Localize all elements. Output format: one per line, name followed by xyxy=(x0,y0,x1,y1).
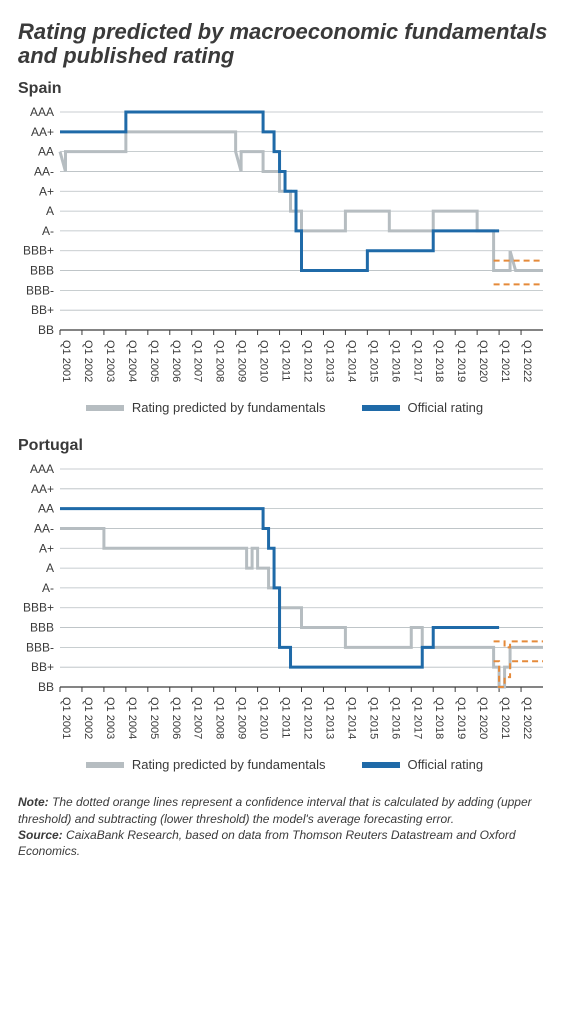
x-axis-label: Q1 2013 xyxy=(323,340,335,382)
x-axis-label: Q1 2009 xyxy=(236,697,248,739)
x-axis-label: Q1 2017 xyxy=(411,697,423,739)
legend-predicted-swatch xyxy=(86,762,124,768)
x-axis-label: Q1 2019 xyxy=(455,697,467,739)
x-axis-label: Q1 2021 xyxy=(499,340,511,382)
y-axis-label: A xyxy=(46,561,54,575)
x-axis-label: Q1 2012 xyxy=(302,697,314,739)
x-axis-label: Q1 2006 xyxy=(170,340,182,382)
y-axis-label: BBB- xyxy=(26,641,54,655)
x-axis-label: Q1 2002 xyxy=(82,697,94,739)
x-axis-label: Q1 2016 xyxy=(389,340,401,382)
legend-predicted-label: Rating predicted by fundamentals xyxy=(132,757,326,772)
legend: Rating predicted by fundamentals Official… xyxy=(18,757,551,772)
legend-predicted: Rating predicted by fundamentals xyxy=(86,757,326,772)
legend: Rating predicted by fundamentals Official… xyxy=(18,400,551,415)
source-text: CaixaBank Research, based on data from T… xyxy=(18,828,516,858)
footnote: Note: The dotted orange lines represent … xyxy=(18,794,551,859)
x-axis-label: Q1 2006 xyxy=(170,697,182,739)
x-axis-label: Q1 2022 xyxy=(521,340,533,382)
x-axis-label: Q1 2014 xyxy=(345,340,357,382)
x-axis-label: Q1 2010 xyxy=(258,340,270,382)
legend-official: Official rating xyxy=(362,757,484,772)
x-axis-label: Q1 2017 xyxy=(411,340,423,382)
x-axis-label: Q1 2013 xyxy=(323,697,335,739)
x-axis-label: Q1 2001 xyxy=(60,697,72,739)
legend-official: Official rating xyxy=(362,400,484,415)
legend-predicted-swatch xyxy=(86,405,124,411)
y-axis-label: BBB+ xyxy=(23,601,54,615)
x-axis-label: Q1 2011 xyxy=(280,697,292,738)
ci-lower xyxy=(494,662,543,688)
y-axis-label: BBB xyxy=(30,621,54,635)
y-axis-label: BBB+ xyxy=(23,244,54,258)
y-axis-label: BB xyxy=(38,680,54,694)
x-axis-label: Q1 2007 xyxy=(192,697,204,739)
y-axis-label: AAA xyxy=(30,105,54,119)
x-axis-label: Q1 2007 xyxy=(192,340,204,382)
charts-container: SpainAAAAA+AAAA-A+AA-BBB+BBBBBB-BB+BBQ1 … xyxy=(18,80,551,772)
x-axis-label: Q1 2003 xyxy=(104,697,116,739)
x-axis-label: Q1 2020 xyxy=(477,340,489,382)
x-axis-label: Q1 2016 xyxy=(389,697,401,739)
y-axis-label: A+ xyxy=(39,185,54,199)
y-axis-label: A- xyxy=(42,581,54,595)
x-axis-label: Q1 2008 xyxy=(214,340,226,382)
x-axis-label: Q1 2010 xyxy=(258,697,270,739)
x-axis-label: Q1 2003 xyxy=(104,340,116,382)
x-axis-label: Q1 2018 xyxy=(433,340,445,382)
x-axis-label: Q1 2004 xyxy=(126,340,138,382)
source-label: Source: xyxy=(18,828,63,842)
note-label: Note: xyxy=(18,795,49,809)
x-axis-label: Q1 2009 xyxy=(236,340,248,382)
y-axis-label: BB+ xyxy=(31,304,54,318)
x-axis-label: Q1 2019 xyxy=(455,340,467,382)
x-axis-label: Q1 2018 xyxy=(433,697,445,739)
x-axis-label: Q1 2012 xyxy=(302,340,314,382)
x-axis-label: Q1 2001 xyxy=(60,340,72,382)
y-axis-label: BBB xyxy=(30,264,54,278)
y-axis-label: AA- xyxy=(34,165,54,179)
y-axis-label: AA- xyxy=(34,522,54,536)
y-axis-label: BB+ xyxy=(31,661,54,675)
y-axis-label: A xyxy=(46,204,54,218)
y-axis-label: A+ xyxy=(39,542,54,556)
x-axis-label: Q1 2020 xyxy=(477,697,489,739)
y-axis-label: BBB- xyxy=(26,284,54,298)
main-title: Rating predicted by macroeconomic fundam… xyxy=(18,20,551,68)
chart-subtitle: Portugal xyxy=(18,437,551,455)
chart-subtitle: Spain xyxy=(18,80,551,98)
x-axis-label: Q1 2005 xyxy=(148,697,160,739)
legend-predicted-label: Rating predicted by fundamentals xyxy=(132,400,326,415)
legend-official-label: Official rating xyxy=(408,400,484,415)
y-axis-label: BB xyxy=(38,323,54,337)
x-axis-label: Q1 2002 xyxy=(82,340,94,382)
legend-predicted: Rating predicted by fundamentals xyxy=(86,400,326,415)
legend-official-label: Official rating xyxy=(408,757,484,772)
x-axis-label: Q1 2011 xyxy=(280,340,292,381)
legend-official-swatch xyxy=(362,405,400,411)
y-axis-label: AAA xyxy=(30,462,54,476)
legend-official-swatch xyxy=(362,762,400,768)
x-axis-label: Q1 2014 xyxy=(345,697,357,739)
y-axis-label: A- xyxy=(42,224,54,238)
x-axis-label: Q1 2004 xyxy=(126,697,138,739)
x-axis-label: Q1 2022 xyxy=(521,697,533,739)
y-axis-label: AA+ xyxy=(31,125,54,139)
x-axis-label: Q1 2015 xyxy=(367,340,379,382)
x-axis-label: Q1 2005 xyxy=(148,340,160,382)
y-axis-label: AA+ xyxy=(31,482,54,496)
x-axis-label: Q1 2015 xyxy=(367,697,379,739)
y-axis-label: AA xyxy=(38,145,54,159)
x-axis-label: Q1 2021 xyxy=(499,697,511,739)
x-axis-label: Q1 2008 xyxy=(214,697,226,739)
chart-portugal: AAAAA+AAAA-A+AA-BBB+BBBBBB-BB+BBQ1 2001Q… xyxy=(18,461,551,751)
note-text: The dotted orange lines represent a conf… xyxy=(18,795,532,825)
y-axis-label: AA xyxy=(38,502,54,516)
chart-spain: AAAAA+AAAA-A+AA-BBB+BBBBBB-BB+BBQ1 2001Q… xyxy=(18,104,551,394)
